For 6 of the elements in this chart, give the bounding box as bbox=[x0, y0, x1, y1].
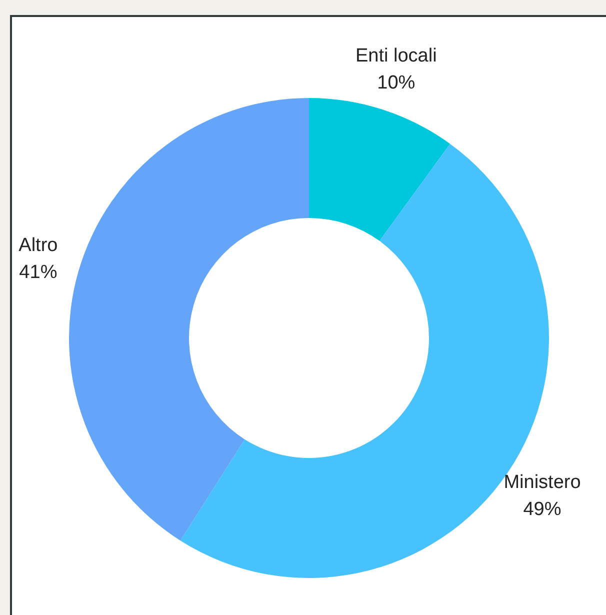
slice-label: Altro bbox=[18, 235, 58, 256]
data-label: 49% bbox=[523, 499, 562, 520]
slice-label: Enti locali bbox=[355, 46, 437, 67]
slice-label: Ministero bbox=[504, 472, 581, 494]
data-label: 41% bbox=[19, 262, 58, 284]
data-label: 10% bbox=[377, 72, 416, 94]
